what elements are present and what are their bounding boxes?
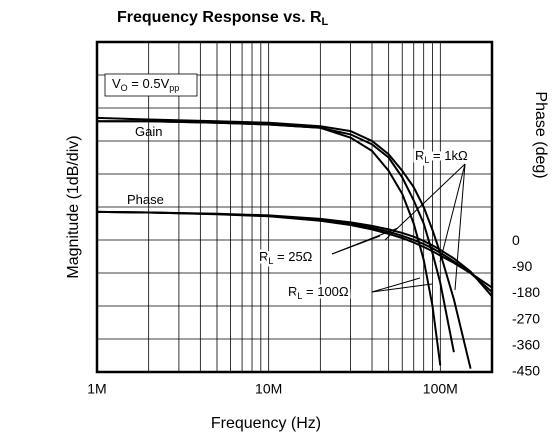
subscript: pp	[169, 83, 179, 93]
y2-tick-label: -180	[512, 284, 540, 300]
annotation-text: = 0.5V	[128, 76, 170, 91]
annotation-text: R	[288, 284, 297, 299]
curves	[96, 116, 493, 369]
x-tick-label: 100M	[423, 381, 458, 397]
annotation: RL = 100Ω	[288, 284, 349, 301]
annotation: Gain	[135, 124, 162, 139]
leader-line	[454, 163, 466, 291]
series-line	[96, 210, 493, 297]
y2-tick-label: -90	[512, 258, 532, 274]
y2-tick-label: -270	[512, 310, 540, 326]
leader-line	[371, 283, 433, 293]
annotation-text: Gain	[135, 124, 162, 139]
annotation: RL = 25Ω	[259, 249, 313, 266]
leader-lines	[331, 163, 466, 293]
subscript: O	[121, 83, 128, 93]
annotation-text: R	[415, 148, 424, 163]
annotation: Phase	[127, 192, 164, 207]
leader-line	[331, 227, 399, 255]
annotation: VO = 0.5Vpp	[112, 76, 179, 93]
annotation-text: Phase	[127, 192, 164, 207]
annotation: RL = 1kΩ	[415, 148, 468, 165]
y2-axis-label: Phase (deg)	[532, 91, 549, 178]
series-line	[96, 116, 472, 369]
subscript: L	[424, 155, 429, 165]
y2-tick-label: -360	[512, 337, 540, 353]
subscript: L	[297, 291, 302, 301]
leader-line	[439, 163, 466, 263]
chart-title: Frequency Response vs. RL	[117, 9, 329, 28]
y2-tick-label: -450	[512, 363, 540, 379]
plot-border	[95, 40, 494, 374]
annotation-text: V	[112, 76, 121, 91]
leader-line	[384, 163, 466, 241]
x-tick-label: 1M	[87, 381, 106, 397]
annotation-text: = 1kΩ	[429, 148, 468, 163]
x-tick-label: 10M	[255, 381, 282, 397]
subscript: L	[322, 16, 329, 28]
annotation-text: R	[259, 249, 268, 264]
y2-tick-label: 0	[512, 232, 520, 248]
subscript: L	[268, 256, 273, 266]
title-text: Frequency Response vs. R	[117, 9, 322, 26]
leader-line	[371, 277, 421, 293]
y-axis-label: Magnitude (1dB/div)	[65, 135, 82, 278]
x-axis-label: Frequency (Hz)	[211, 415, 321, 432]
annotation-text: = 25Ω	[273, 249, 312, 264]
annotation-box	[104, 73, 198, 97]
annotation-text: = 100Ω	[302, 284, 349, 299]
